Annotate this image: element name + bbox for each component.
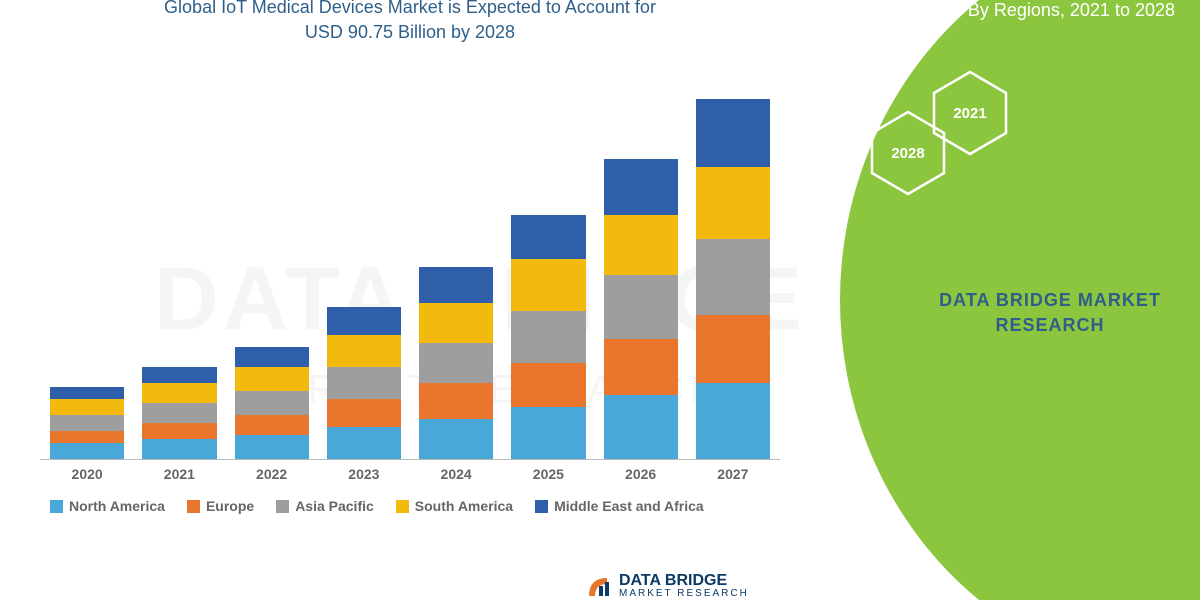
bar-segment — [50, 415, 124, 431]
bar-segment — [235, 367, 309, 391]
bar-segment — [50, 431, 124, 443]
x-axis-label: 2021 — [142, 466, 216, 482]
bar-stack — [235, 347, 309, 459]
bar-column — [327, 307, 401, 459]
footer-logo-icon — [585, 572, 613, 600]
x-axis-label: 2026 — [604, 466, 678, 482]
title-line1: Global IoT Medical Devices Market is Exp… — [164, 0, 656, 17]
bar-column — [235, 347, 309, 459]
legend-swatch — [396, 500, 409, 513]
footer-brand-sub: MARKET RESEARCH — [619, 589, 749, 599]
hex-year-a: 2028 — [891, 145, 924, 162]
bar-segment — [142, 403, 216, 423]
bar-segment — [419, 383, 493, 419]
bar-segment — [419, 267, 493, 303]
bar-segment — [696, 167, 770, 239]
bar-segment — [604, 215, 678, 275]
x-axis-label: 2022 — [235, 466, 309, 482]
bar-segment — [604, 159, 678, 215]
bar-stack — [327, 307, 401, 459]
bar-segment — [50, 399, 124, 415]
title-line2: USD 90.75 Billion by 2028 — [305, 22, 515, 42]
bar-stack — [696, 99, 770, 459]
footer-brand: DATA BRIDGE — [619, 573, 749, 589]
bar-segment — [142, 439, 216, 459]
bar-segment — [419, 419, 493, 459]
bar-column — [419, 267, 493, 459]
bar-segment — [696, 239, 770, 315]
bar-segment — [419, 303, 493, 343]
legend-item: Asia Pacific — [276, 498, 374, 514]
chart-area: Global IoT Medical Devices Market is Exp… — [0, 0, 800, 600]
x-axis-labels: 2020 2021 2022 2023 2024 2025 2026 2027 — [40, 460, 780, 482]
x-axis-label: 2020 — [50, 466, 124, 482]
bar-segment — [235, 347, 309, 367]
bar-segment — [327, 335, 401, 367]
legend-swatch — [535, 500, 548, 513]
brand-text: DATA BRIDGE MARKET RESEARCH — [935, 288, 1165, 338]
bar-segment — [511, 259, 585, 311]
bar-column — [604, 159, 678, 459]
chart-plot: 2020 2021 2022 2023 2024 2025 2026 2027 — [40, 60, 780, 480]
bars-row — [40, 60, 780, 460]
bar-segment — [604, 339, 678, 395]
bar-segment — [50, 443, 124, 459]
bar-stack — [511, 215, 585, 459]
bar-segment — [142, 367, 216, 383]
bar-segment — [327, 307, 401, 335]
legend-swatch — [276, 500, 289, 513]
bar-stack — [50, 387, 124, 459]
right-panel: By Regions, 2021 to 2028 2028 2021 DATA … — [800, 0, 1200, 600]
bar-segment — [235, 391, 309, 415]
legend-item: Middle East and Africa — [535, 498, 704, 514]
bar-segment — [142, 383, 216, 403]
bar-segment — [142, 423, 216, 439]
bar-stack — [419, 267, 493, 459]
hex-badge-2021: 2021 — [932, 70, 1008, 156]
bar-segment — [604, 275, 678, 339]
bar-segment — [511, 215, 585, 259]
x-axis-label: 2024 — [419, 466, 493, 482]
bar-segment — [327, 399, 401, 427]
bar-segment — [696, 383, 770, 459]
bar-column — [50, 387, 124, 459]
chart-title: Global IoT Medical Devices Market is Exp… — [40, 0, 780, 45]
x-axis-label: 2025 — [511, 466, 585, 482]
legend-swatch — [187, 500, 200, 513]
bar-segment — [696, 315, 770, 383]
legend-label: South America — [415, 498, 513, 514]
bar-segment — [235, 415, 309, 435]
bar-segment — [327, 367, 401, 399]
x-axis-label: 2023 — [327, 466, 401, 482]
legend-label: North America — [69, 498, 165, 514]
chart-legend: North America Europe Asia Pacific South Ame… — [40, 498, 780, 514]
legend-item: North America — [50, 498, 165, 514]
right-panel-title: By Regions, 2021 to 2028 — [968, 0, 1175, 21]
bar-stack — [142, 367, 216, 459]
legend-label: Middle East and Africa — [554, 498, 704, 514]
bar-column — [142, 367, 216, 459]
hex-year-b: 2021 — [953, 105, 986, 122]
bar-segment — [235, 435, 309, 459]
legend-item: Europe — [187, 498, 254, 514]
bar-segment — [511, 363, 585, 407]
legend-item: South America — [396, 498, 513, 514]
bar-segment — [511, 311, 585, 363]
bar-segment — [327, 427, 401, 459]
bar-column — [696, 99, 770, 459]
main-container: Global IoT Medical Devices Market is Exp… — [0, 0, 1200, 600]
footer-logo: DATA BRIDGE MARKET RESEARCH — [585, 572, 749, 600]
legend-swatch — [50, 500, 63, 513]
legend-label: Asia Pacific — [295, 498, 374, 514]
bar-segment — [50, 387, 124, 399]
bar-segment — [419, 343, 493, 383]
legend-label: Europe — [206, 498, 254, 514]
bar-column — [511, 215, 585, 459]
bar-segment — [511, 407, 585, 459]
bar-segment — [696, 99, 770, 167]
bar-segment — [604, 395, 678, 459]
footer-logo-text: DATA BRIDGE MARKET RESEARCH — [619, 573, 749, 599]
bar-stack — [604, 159, 678, 459]
x-axis-label: 2027 — [696, 466, 770, 482]
